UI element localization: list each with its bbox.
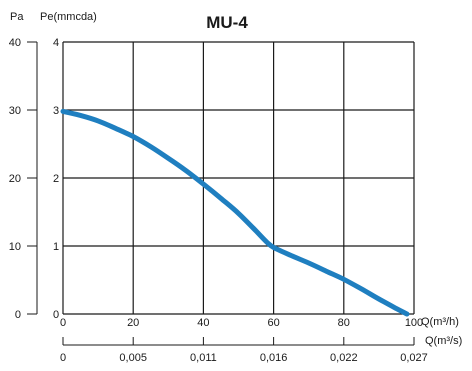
pe-tick-label: 4 (53, 37, 59, 49)
pe-tick-label: 0 (53, 309, 59, 321)
pe-tick-label: 3 (53, 105, 59, 117)
x-tick-label: 40 (197, 317, 209, 329)
pa-tick-label: 30 (9, 105, 21, 117)
pa-tick-label: 20 (9, 173, 21, 185)
pa-tick-label: 0 (15, 309, 21, 321)
pe-tick-label: 1 (53, 241, 59, 253)
x-tick-label: 80 (338, 317, 350, 329)
x2-tick-label: 0,027 (400, 352, 428, 364)
x2-tick-label: 0,022 (330, 352, 358, 364)
x2-tick-label: 0,016 (260, 352, 288, 364)
x2-axis-label: Q(m³/s) (425, 335, 462, 347)
pa-tick-label: 40 (9, 37, 21, 49)
x2-tick-label: 0,011 (190, 352, 217, 364)
x-tick-label: 100 (405, 317, 423, 329)
pe-tick-label: 2 (53, 173, 59, 185)
x-tick-label: 60 (267, 317, 279, 329)
pa-axis-label: Pa (10, 11, 24, 23)
x-axis-label: Q(m³/h) (421, 316, 459, 328)
pe-axis-label: Pe(mmcda) (40, 11, 97, 23)
x2-tick-label: 0,005 (119, 352, 147, 364)
x-tick-label: 0 (60, 317, 66, 329)
chart-title: MU-4 (206, 13, 248, 32)
performance-curve (60, 108, 410, 317)
pa-tick-label: 10 (9, 241, 21, 253)
x-tick-label: 20 (127, 317, 139, 329)
x2-tick-label: 0 (60, 352, 66, 364)
